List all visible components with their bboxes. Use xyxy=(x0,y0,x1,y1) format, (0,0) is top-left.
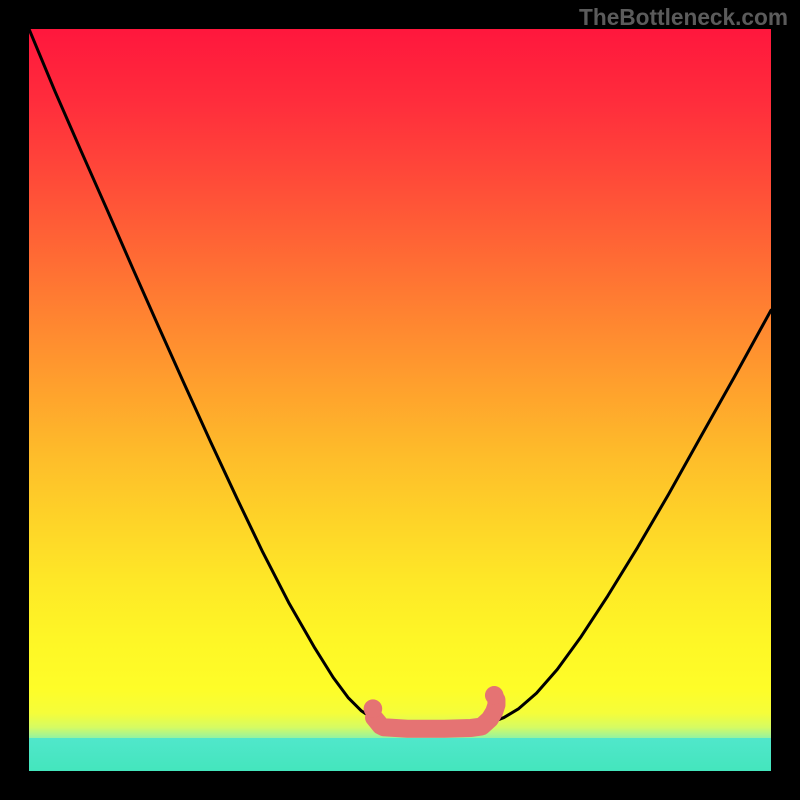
chart-root: TheBottleneck.com xyxy=(0,0,800,800)
v-curve-branch xyxy=(29,29,396,724)
plot-area xyxy=(29,29,771,771)
highlight-segment xyxy=(374,700,496,729)
attribution-text: TheBottleneck.com xyxy=(579,4,788,31)
highlight-endcap xyxy=(364,699,383,718)
highlight-endcap xyxy=(485,686,504,705)
v-curve-branch xyxy=(478,310,771,724)
curve-layer xyxy=(29,29,771,771)
